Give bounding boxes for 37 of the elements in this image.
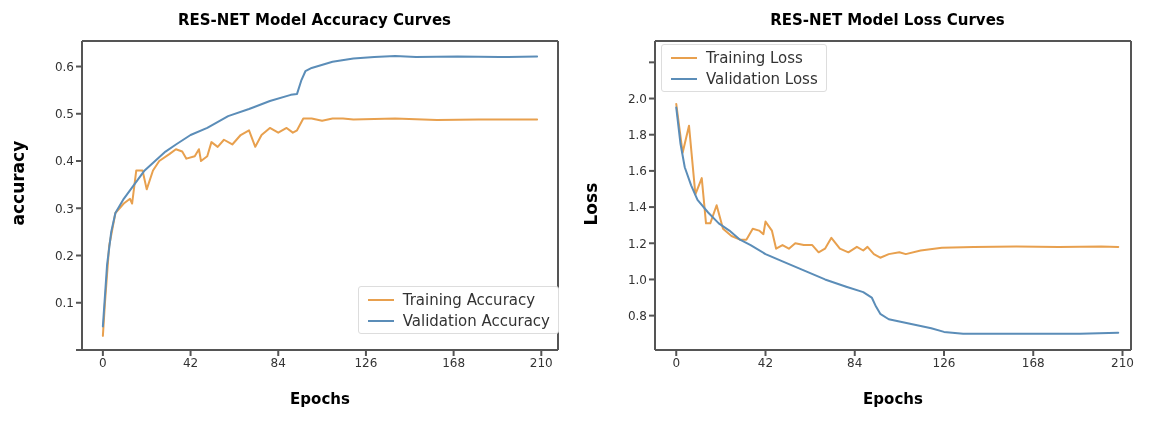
x-tick-label: 0 <box>672 355 681 370</box>
y-tick-label: 0.3 <box>54 201 74 216</box>
legend-label: Training Accuracy <box>402 290 536 309</box>
x-tick-label: 168 <box>442 355 466 370</box>
legend-label: Training Loss <box>706 48 803 67</box>
x-tick-label: 126 <box>354 355 378 370</box>
y-axis-title: accuracy <box>8 140 29 226</box>
chart-title: RES-NET Model Accuracy Curves <box>176 10 452 31</box>
y-tick-label: 0.2 <box>54 248 74 263</box>
x-tick-label: 0 <box>99 355 107 370</box>
y-tick-label: 1.6 <box>627 164 647 179</box>
y-tick-label: 0.6 <box>54 59 74 74</box>
chart-title: RES-NET Model Loss Curves <box>769 10 1006 31</box>
x-tick-label: 168 <box>1021 355 1045 370</box>
line-series <box>675 102 1120 259</box>
x-tick-label: 84 <box>270 355 286 370</box>
y-tick-label: 1.8 <box>627 127 647 142</box>
x-tick-label: 126 <box>932 355 956 370</box>
x-tick-label: 42 <box>182 355 199 370</box>
y-tick-label: 0.4 <box>54 154 74 169</box>
legend-label: Validation Accuracy <box>402 311 550 330</box>
y-tick-label: 1.0 <box>627 272 647 287</box>
y-tick-label: 0.1 <box>54 296 74 311</box>
x-tick-label: 42 <box>757 355 774 370</box>
y-tick-label: 1.4 <box>627 200 647 215</box>
x-tick-label: 210 <box>1111 355 1134 370</box>
legend-label: Validation Loss <box>706 69 818 88</box>
x-tick-label: 84 <box>847 355 863 370</box>
x-tick-label: 210 <box>529 355 553 370</box>
y-tick-label: 0.5 <box>54 107 74 122</box>
y-axis-title: Loss <box>581 182 602 226</box>
y-tick-label: 2.0 <box>627 91 647 106</box>
y-tick-label: 0.8 <box>627 308 647 323</box>
x-axis-title: Epochs <box>290 390 350 408</box>
x-axis-title: Epochs <box>863 390 923 408</box>
line-series <box>675 106 1120 335</box>
y-tick-label: 1.2 <box>627 236 647 251</box>
